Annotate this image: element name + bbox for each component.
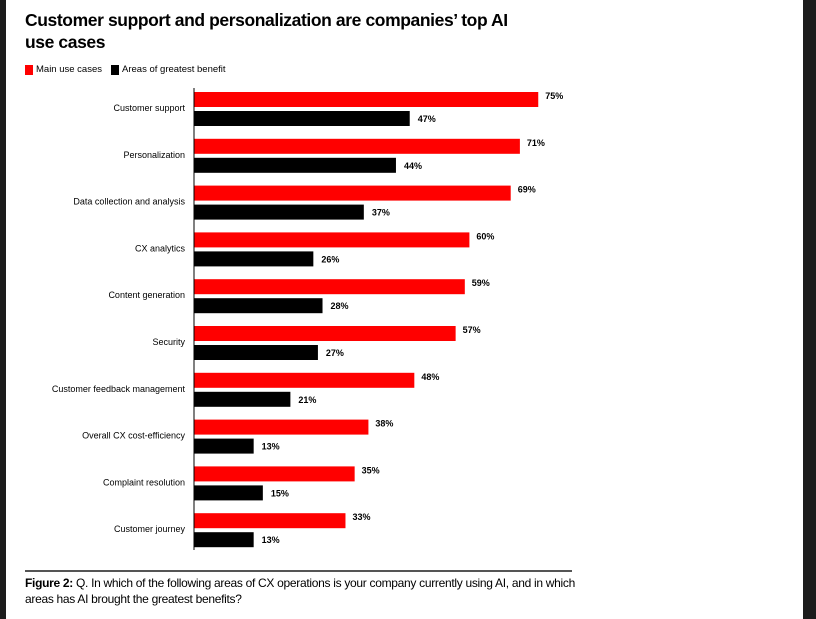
- category-label: Content generation: [108, 290, 185, 300]
- bar-main-use: [194, 326, 456, 341]
- data-label: 15%: [271, 488, 289, 498]
- data-label: 44%: [404, 161, 422, 171]
- bar-main-use: [194, 138, 520, 154]
- legend-label: Main use cases: [36, 64, 103, 75]
- bar-benefit: [194, 532, 254, 548]
- data-label: 69%: [518, 185, 536, 195]
- category-label: Security: [152, 337, 185, 347]
- category-label: Complaint resolution: [103, 477, 185, 487]
- figure-caption: Figure 2: Q. In which of the following a…: [25, 576, 585, 607]
- bar-benefit: [194, 111, 410, 126]
- caption-divider: [25, 570, 572, 572]
- bar-benefit: [194, 298, 323, 314]
- legend-item-greatest-benefit: Areas of greatest benefit: [111, 64, 226, 75]
- category-label: Customer feedback management: [52, 384, 186, 394]
- data-label: 27%: [326, 348, 344, 358]
- bar-benefit: [194, 485, 263, 501]
- category-label: Customer support: [113, 103, 185, 113]
- data-label: 13%: [262, 442, 280, 452]
- bar-main-use: [194, 92, 539, 107]
- data-label: 60%: [476, 231, 494, 241]
- data-label: 59%: [472, 278, 490, 288]
- bar-benefit: [194, 157, 396, 173]
- data-label: 48%: [421, 372, 439, 382]
- legend-label: Areas of greatest benefit: [122, 64, 226, 75]
- category-label: Overall CX cost-efficiency: [82, 431, 185, 441]
- page: Customer support and personalization are…: [6, 0, 803, 619]
- data-label: 13%: [262, 535, 280, 545]
- bar-main-use: [194, 372, 415, 388]
- data-label: 75%: [545, 91, 563, 101]
- caption-label: Figure 2:: [25, 576, 73, 590]
- bar-main-use: [194, 279, 465, 295]
- data-label: 37%: [372, 208, 390, 218]
- bar-main-use: [194, 466, 355, 482]
- data-label: 21%: [298, 395, 316, 405]
- bar-main-use: [194, 419, 369, 435]
- category-label: Customer journey: [114, 524, 186, 534]
- bar-benefit: [194, 345, 318, 360]
- chart-title: Customer support and personalization are…: [25, 10, 508, 52]
- bar-benefit: [194, 204, 364, 220]
- bar-main-use: [194, 232, 470, 248]
- data-label: 38%: [375, 419, 393, 429]
- legend-swatch-red: [25, 64, 33, 75]
- data-label: 57%: [463, 325, 481, 335]
- category-label: CX analytics: [135, 243, 186, 253]
- data-label: 47%: [418, 114, 436, 124]
- legend-item-main-use-cases: Main use cases: [25, 64, 102, 75]
- bar-benefit: [194, 391, 291, 407]
- bar-main-use: [194, 513, 346, 529]
- legend-swatch-black: [111, 64, 120, 75]
- bar-benefit: [194, 251, 314, 267]
- data-label: 26%: [321, 254, 339, 264]
- bar-chart: Customer support 75% 47% Personalization 71%…: [52, 88, 563, 550]
- data-label: 28%: [331, 301, 349, 311]
- data-label: 71%: [527, 138, 545, 148]
- legend: Main use cases Areas of greatest benefit: [25, 64, 235, 75]
- category-label: Data collection and analysis: [73, 197, 185, 207]
- data-label: 35%: [362, 465, 380, 475]
- bar-benefit: [194, 438, 254, 454]
- data-label: 33%: [352, 512, 370, 522]
- bar-main-use: [194, 185, 511, 201]
- caption-text: Q. In which of the following areas of CX…: [25, 576, 575, 606]
- category-label: Personalization: [123, 150, 185, 160]
